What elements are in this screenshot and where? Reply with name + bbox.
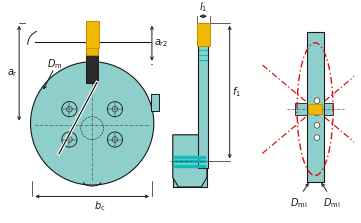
- Text: $D_{\rm mi}$: $D_{\rm mi}$: [323, 196, 340, 210]
- Bar: [173, 135, 207, 187]
- Circle shape: [314, 98, 320, 103]
- Bar: [196, 23, 210, 46]
- Circle shape: [112, 137, 118, 142]
- Circle shape: [66, 137, 72, 142]
- Circle shape: [314, 122, 320, 128]
- Text: $a_{\rm r2}$: $a_{\rm r2}$: [154, 37, 168, 49]
- Circle shape: [314, 135, 320, 140]
- Circle shape: [107, 132, 122, 147]
- Circle shape: [62, 132, 77, 147]
- Bar: [151, 94, 158, 111]
- Circle shape: [314, 110, 320, 116]
- Bar: [308, 104, 322, 114]
- Bar: [87, 21, 98, 83]
- Circle shape: [107, 102, 122, 117]
- Circle shape: [31, 62, 154, 185]
- Text: $D_{\rm m}$: $D_{\rm m}$: [47, 57, 62, 70]
- Text: $D_{\rm mi}$: $D_{\rm mi}$: [290, 196, 308, 210]
- Text: $b_{\rm c}$: $b_{\rm c}$: [94, 199, 105, 213]
- Bar: [174, 165, 206, 168]
- Text: $l_{\rm 1}$: $l_{\rm 1}$: [199, 0, 207, 14]
- Bar: [199, 23, 208, 168]
- Bar: [174, 156, 206, 159]
- Text: $a_{\rm r}$: $a_{\rm r}$: [7, 67, 18, 79]
- Circle shape: [62, 102, 77, 117]
- Bar: [323, 103, 333, 115]
- Bar: [26, 0, 158, 42]
- Bar: [295, 103, 306, 115]
- Bar: [174, 160, 206, 163]
- Bar: [306, 32, 323, 182]
- Polygon shape: [173, 135, 207, 187]
- Bar: [87, 47, 98, 55]
- Circle shape: [66, 106, 72, 112]
- Bar: [86, 21, 99, 47]
- Circle shape: [112, 106, 118, 112]
- Text: $f_{\rm 1}$: $f_{\rm 1}$: [232, 85, 241, 99]
